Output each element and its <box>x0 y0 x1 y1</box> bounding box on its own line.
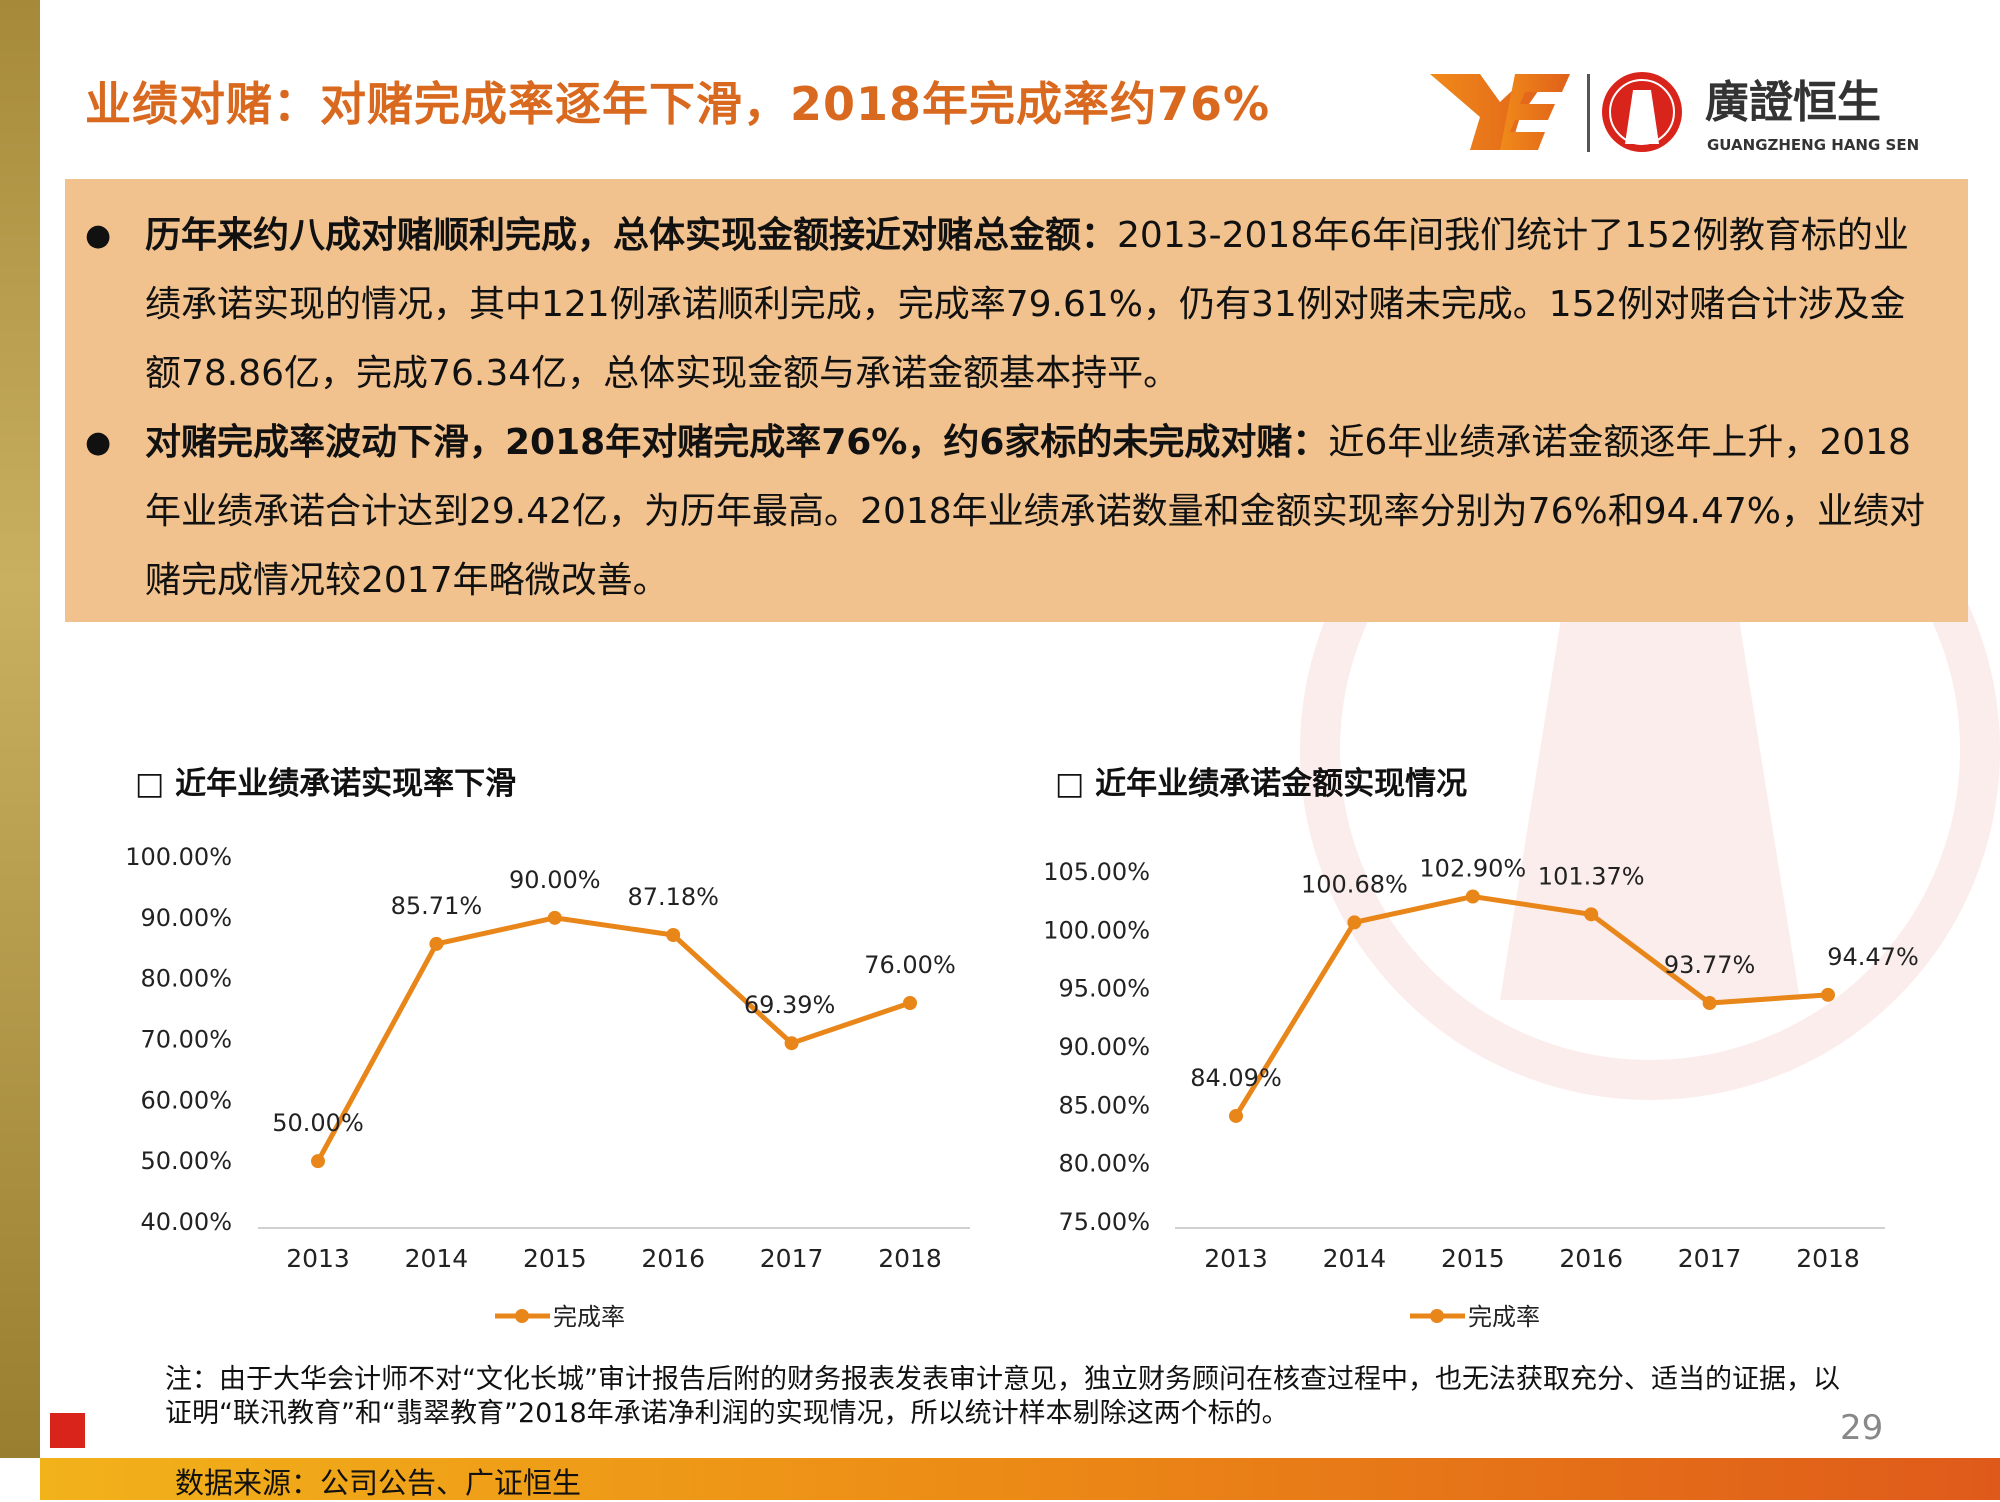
data-point <box>311 1154 325 1169</box>
data-point <box>1702 996 1717 1011</box>
summary-box: ● 历年来约八成对赌顺利完成，总体实现金额接近对赌总金额：2013-2018年6年… <box>65 179 1968 622</box>
left-accent-bar <box>0 0 40 1458</box>
y-tick-label: 80.00% <box>140 965 232 993</box>
y-tick-label: 85.00% <box>1058 1091 1150 1119</box>
y-tick-label: 60.00% <box>140 1086 232 1114</box>
data-label: 101.37% <box>1538 862 1645 890</box>
source-footer: 数据来源：公司公告、广证恒生 <box>40 1458 2000 1500</box>
y-tick-label: 90.00% <box>140 904 232 932</box>
chart1-title: □ 近年业绩承诺实现率下滑 <box>135 766 517 802</box>
legend-marker <box>1430 1309 1444 1323</box>
data-point <box>547 910 562 925</box>
data-label: 94.47% <box>1827 943 1919 971</box>
y-tick-label: 95.00% <box>1058 975 1150 1003</box>
legend-marker <box>515 1309 529 1323</box>
bullet-icon: ● <box>85 218 112 253</box>
svg-text:廣證恒生: 廣證恒生 <box>1705 77 1881 128</box>
x-tick-label: 2015 <box>523 1244 587 1273</box>
bullet-1: ● 历年来约八成对赌顺利完成，总体实现金额接近对赌总金额：2013-2018年6年… <box>85 201 1938 408</box>
red-marker <box>50 1413 85 1448</box>
x-tick-label: 2016 <box>1559 1244 1623 1273</box>
data-label: 102.90% <box>1419 855 1526 883</box>
svg-text:GUANGZHENG HANG SENG: GUANGZHENG HANG SENG <box>1707 136 1920 154</box>
series-line <box>1233 893 1829 1118</box>
data-label: 84.09% <box>1190 1064 1282 1092</box>
data-point <box>1821 987 1835 1002</box>
page-title: 业绩对赌：对赌完成率逐年下滑，2018年完成率约76% <box>85 77 1271 131</box>
x-tick-label: 2015 <box>1441 1244 1505 1273</box>
legend-label: 完成率 <box>1468 1303 1540 1331</box>
series-line <box>315 915 911 1163</box>
y-tick-label: 80.00% <box>1058 1150 1150 1178</box>
y-tick-label: 50.00% <box>140 1147 232 1175</box>
data-point <box>903 996 917 1010</box>
data-label: 87.18% <box>627 883 719 911</box>
data-point <box>1465 889 1480 904</box>
data-label: 85.71% <box>391 892 483 920</box>
y-tick-label: 70.00% <box>140 1026 232 1054</box>
data-point <box>1584 907 1599 922</box>
data-point <box>666 927 681 942</box>
chart2-title: □ 近年业绩承诺金额实现情况 <box>1055 766 1468 802</box>
bullet-2: ● 对赌完成率波动下滑，2018年对赌完成率76%，约6家标的未完成对赌：近6年业… <box>85 408 1938 615</box>
y-tick-label: 100.00% <box>1043 916 1150 944</box>
company-logo: 廣證恒生 GUANGZHENG HANG SENG <box>1430 72 1920 154</box>
data-label: 50.00% <box>272 1109 364 1137</box>
data-label: 76.00% <box>864 951 956 979</box>
page-number: 29 <box>1840 1408 1884 1448</box>
data-label: 90.00% <box>509 866 601 894</box>
x-tick-label: 2017 <box>1678 1244 1742 1273</box>
y-tick-label: 90.00% <box>1058 1033 1150 1061</box>
bullet-icon: ● <box>85 425 112 460</box>
data-label: 69.39% <box>744 991 836 1019</box>
x-tick-label: 2013 <box>1204 1244 1268 1273</box>
y-tick-label: 75.00% <box>1058 1208 1150 1236</box>
x-tick-label: 2014 <box>1323 1244 1387 1273</box>
x-tick-label: 2018 <box>1796 1244 1860 1273</box>
data-point <box>784 1036 799 1051</box>
x-tick-label: 2016 <box>641 1244 705 1273</box>
x-tick-label: 2018 <box>878 1244 942 1273</box>
data-label: 93.77% <box>1664 951 1756 979</box>
data-point <box>429 936 444 951</box>
data-point <box>1347 915 1362 930</box>
y-tick-label: 40.00% <box>140 1208 232 1236</box>
legend-label: 完成率 <box>553 1303 625 1331</box>
footnote: 注：由于大华会计师不对“文化长城”审计报告后附的财务报表发表审计意见，独立财务顾… <box>165 1364 1840 1429</box>
y-tick-label: 105.00% <box>1043 858 1150 886</box>
x-tick-label: 2014 <box>405 1244 469 1273</box>
x-tick-label: 2013 <box>286 1244 350 1273</box>
x-tick-label: 2017 <box>760 1244 824 1273</box>
data-point <box>1229 1108 1243 1123</box>
data-label: 100.68% <box>1301 870 1408 898</box>
y-tick-label: 100.00% <box>125 843 232 871</box>
